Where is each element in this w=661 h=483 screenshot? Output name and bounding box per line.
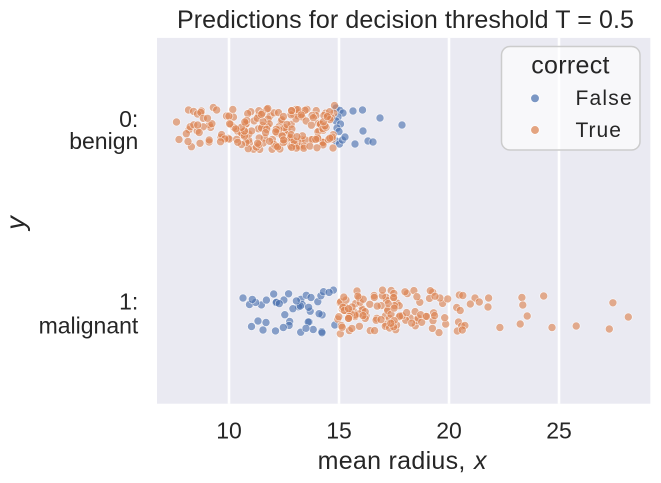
- svg-text:25: 25: [546, 418, 572, 444]
- svg-text:Predictions for decision thres: Predictions for decision threshold T = 0…: [177, 6, 634, 34]
- svg-text:True: True: [576, 119, 622, 142]
- svg-text:10: 10: [216, 418, 242, 444]
- svg-text:1:: 1:: [119, 288, 138, 314]
- svg-text:malignant: malignant: [39, 313, 139, 339]
- svg-text:False: False: [576, 87, 633, 110]
- svg-text:correct: correct: [531, 52, 610, 80]
- svg-text:benign: benign: [69, 128, 138, 154]
- svg-text:mean radius, x: mean radius, x: [318, 447, 488, 475]
- svg-text:15: 15: [326, 418, 352, 444]
- svg-text:y: y: [1, 215, 31, 232]
- svg-text:20: 20: [436, 418, 462, 444]
- svg-text:0:: 0:: [119, 106, 138, 132]
